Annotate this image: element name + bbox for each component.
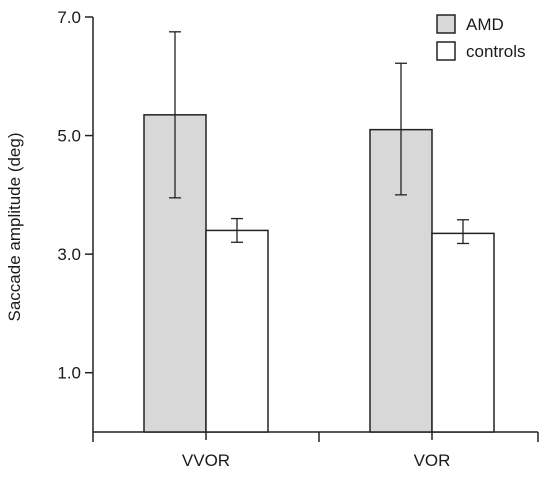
bar-controls-vor	[431, 232, 495, 433]
y-ticks: 1.0 3.0 5.0 7.0	[57, 8, 93, 383]
y-tick-label: 7.0	[57, 8, 81, 27]
bars	[143, 114, 495, 433]
x-categories: VVOR VOR	[182, 451, 451, 470]
legend-label-controls: controls	[466, 42, 526, 61]
y-tick-label: 3.0	[57, 245, 81, 264]
error-bars	[169, 31, 469, 245]
bar-controls-vvor	[205, 229, 269, 433]
category-label: VOR	[414, 451, 451, 470]
legend: AMD controls	[436, 14, 526, 61]
category-label: VVOR	[182, 451, 230, 470]
y-tick-label: 1.0	[57, 364, 81, 383]
y-tick-label: 5.0	[57, 127, 81, 146]
legend-label-amd: AMD	[466, 15, 504, 34]
y-axis-label: Saccade amplitude (deg)	[5, 132, 24, 321]
legend-swatch-controls	[436, 41, 456, 61]
legend-swatch-amd	[436, 14, 456, 34]
